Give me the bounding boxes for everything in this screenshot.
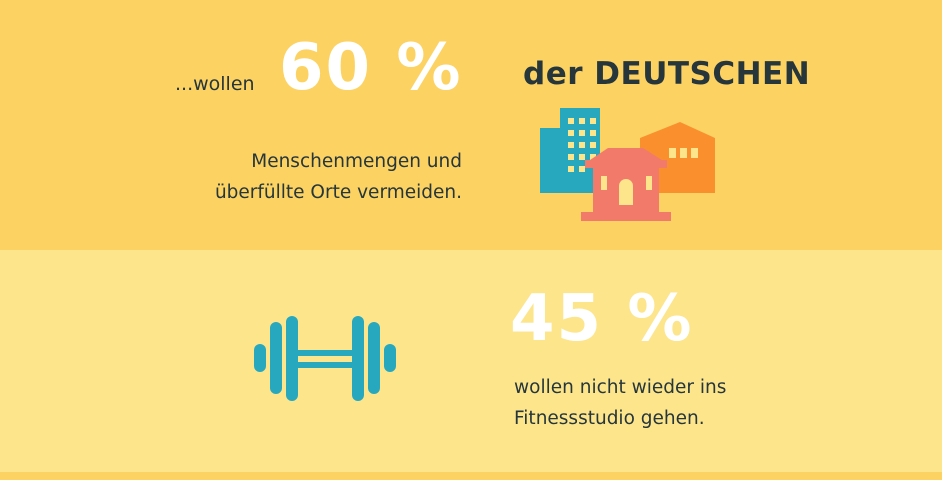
section2-description-line-1: wollen nicht wieder ins <box>514 377 727 398</box>
section2-percentage: 45 % <box>510 282 694 356</box>
section1-tail-text: der DEUTSCHEN <box>523 56 811 92</box>
middle-band <box>0 250 942 472</box>
section1-description-line-2: überfüllte Orte vermeiden. <box>214 182 462 203</box>
section1-description: Menschenmengen und überfüllte Orte verme… <box>142 146 462 208</box>
section1-percentage: 60 % <box>279 31 463 105</box>
section1-description-line-1: Menschenmengen und <box>251 151 462 172</box>
bottom-band <box>0 472 942 480</box>
dumbbell-icon <box>254 316 396 401</box>
top-band <box>0 0 942 250</box>
section2-description-line-2: Fitnessstudio gehen. <box>514 408 705 429</box>
buildings-icon <box>540 108 715 221</box>
section2-description: wollen nicht wieder ins Fitnessstudio ge… <box>514 372 844 434</box>
section1-prefix: ...wollen <box>175 73 255 95</box>
